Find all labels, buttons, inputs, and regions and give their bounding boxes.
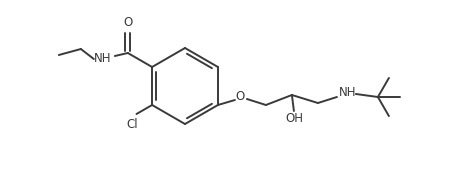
Text: O: O bbox=[123, 15, 132, 29]
Text: Cl: Cl bbox=[126, 118, 138, 130]
Text: NH: NH bbox=[94, 52, 111, 65]
Text: O: O bbox=[235, 90, 244, 103]
Text: NH: NH bbox=[339, 86, 357, 99]
Text: OH: OH bbox=[285, 112, 303, 125]
